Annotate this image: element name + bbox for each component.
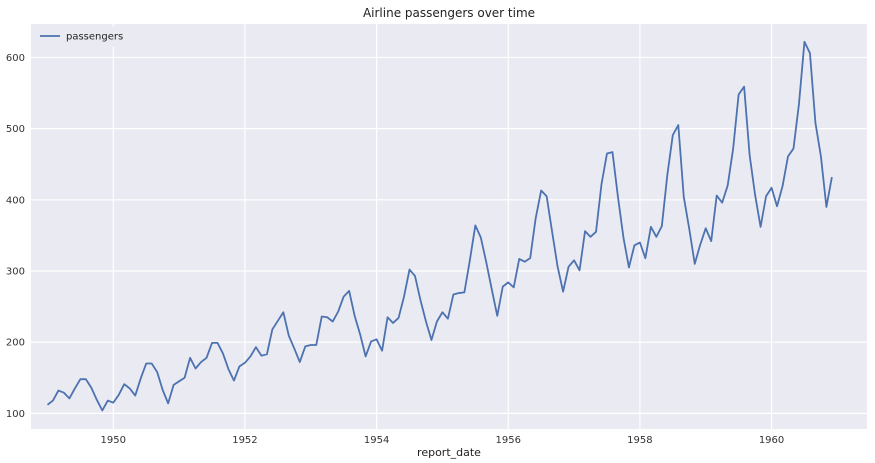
- y-tick-label: 200: [6, 338, 25, 349]
- x-tick-label: 1958: [627, 435, 652, 446]
- x-tick-label: 1950: [101, 435, 126, 446]
- legend: passengers: [35, 27, 123, 47]
- legend-box: [35, 27, 123, 47]
- series-line-passengers: [46, 40, 833, 412]
- chart-title: Airline passengers over time: [363, 6, 535, 20]
- y-tick-label: 300: [6, 266, 25, 277]
- x-tick-label: 1956: [496, 435, 521, 446]
- x-tick-label: 1954: [364, 435, 389, 446]
- series-layer: [46, 40, 833, 412]
- legend-label-passengers: passengers: [66, 32, 123, 43]
- tick-labels: 1950 1952 1954 1956 1958 1960 100 200 300 400 500 6…: [6, 53, 784, 446]
- y-tick-label: 400: [6, 195, 25, 206]
- y-tick-label: 500: [6, 124, 25, 135]
- x-tick-label: 1952: [232, 435, 257, 446]
- x-tick-label: 1960: [759, 435, 784, 446]
- y-tick-label: 100: [6, 409, 25, 420]
- grid: [31, 24, 867, 429]
- plot-area: [31, 24, 867, 429]
- x-axis-label: report_date: [417, 446, 481, 459]
- y-tick-label: 600: [6, 53, 25, 64]
